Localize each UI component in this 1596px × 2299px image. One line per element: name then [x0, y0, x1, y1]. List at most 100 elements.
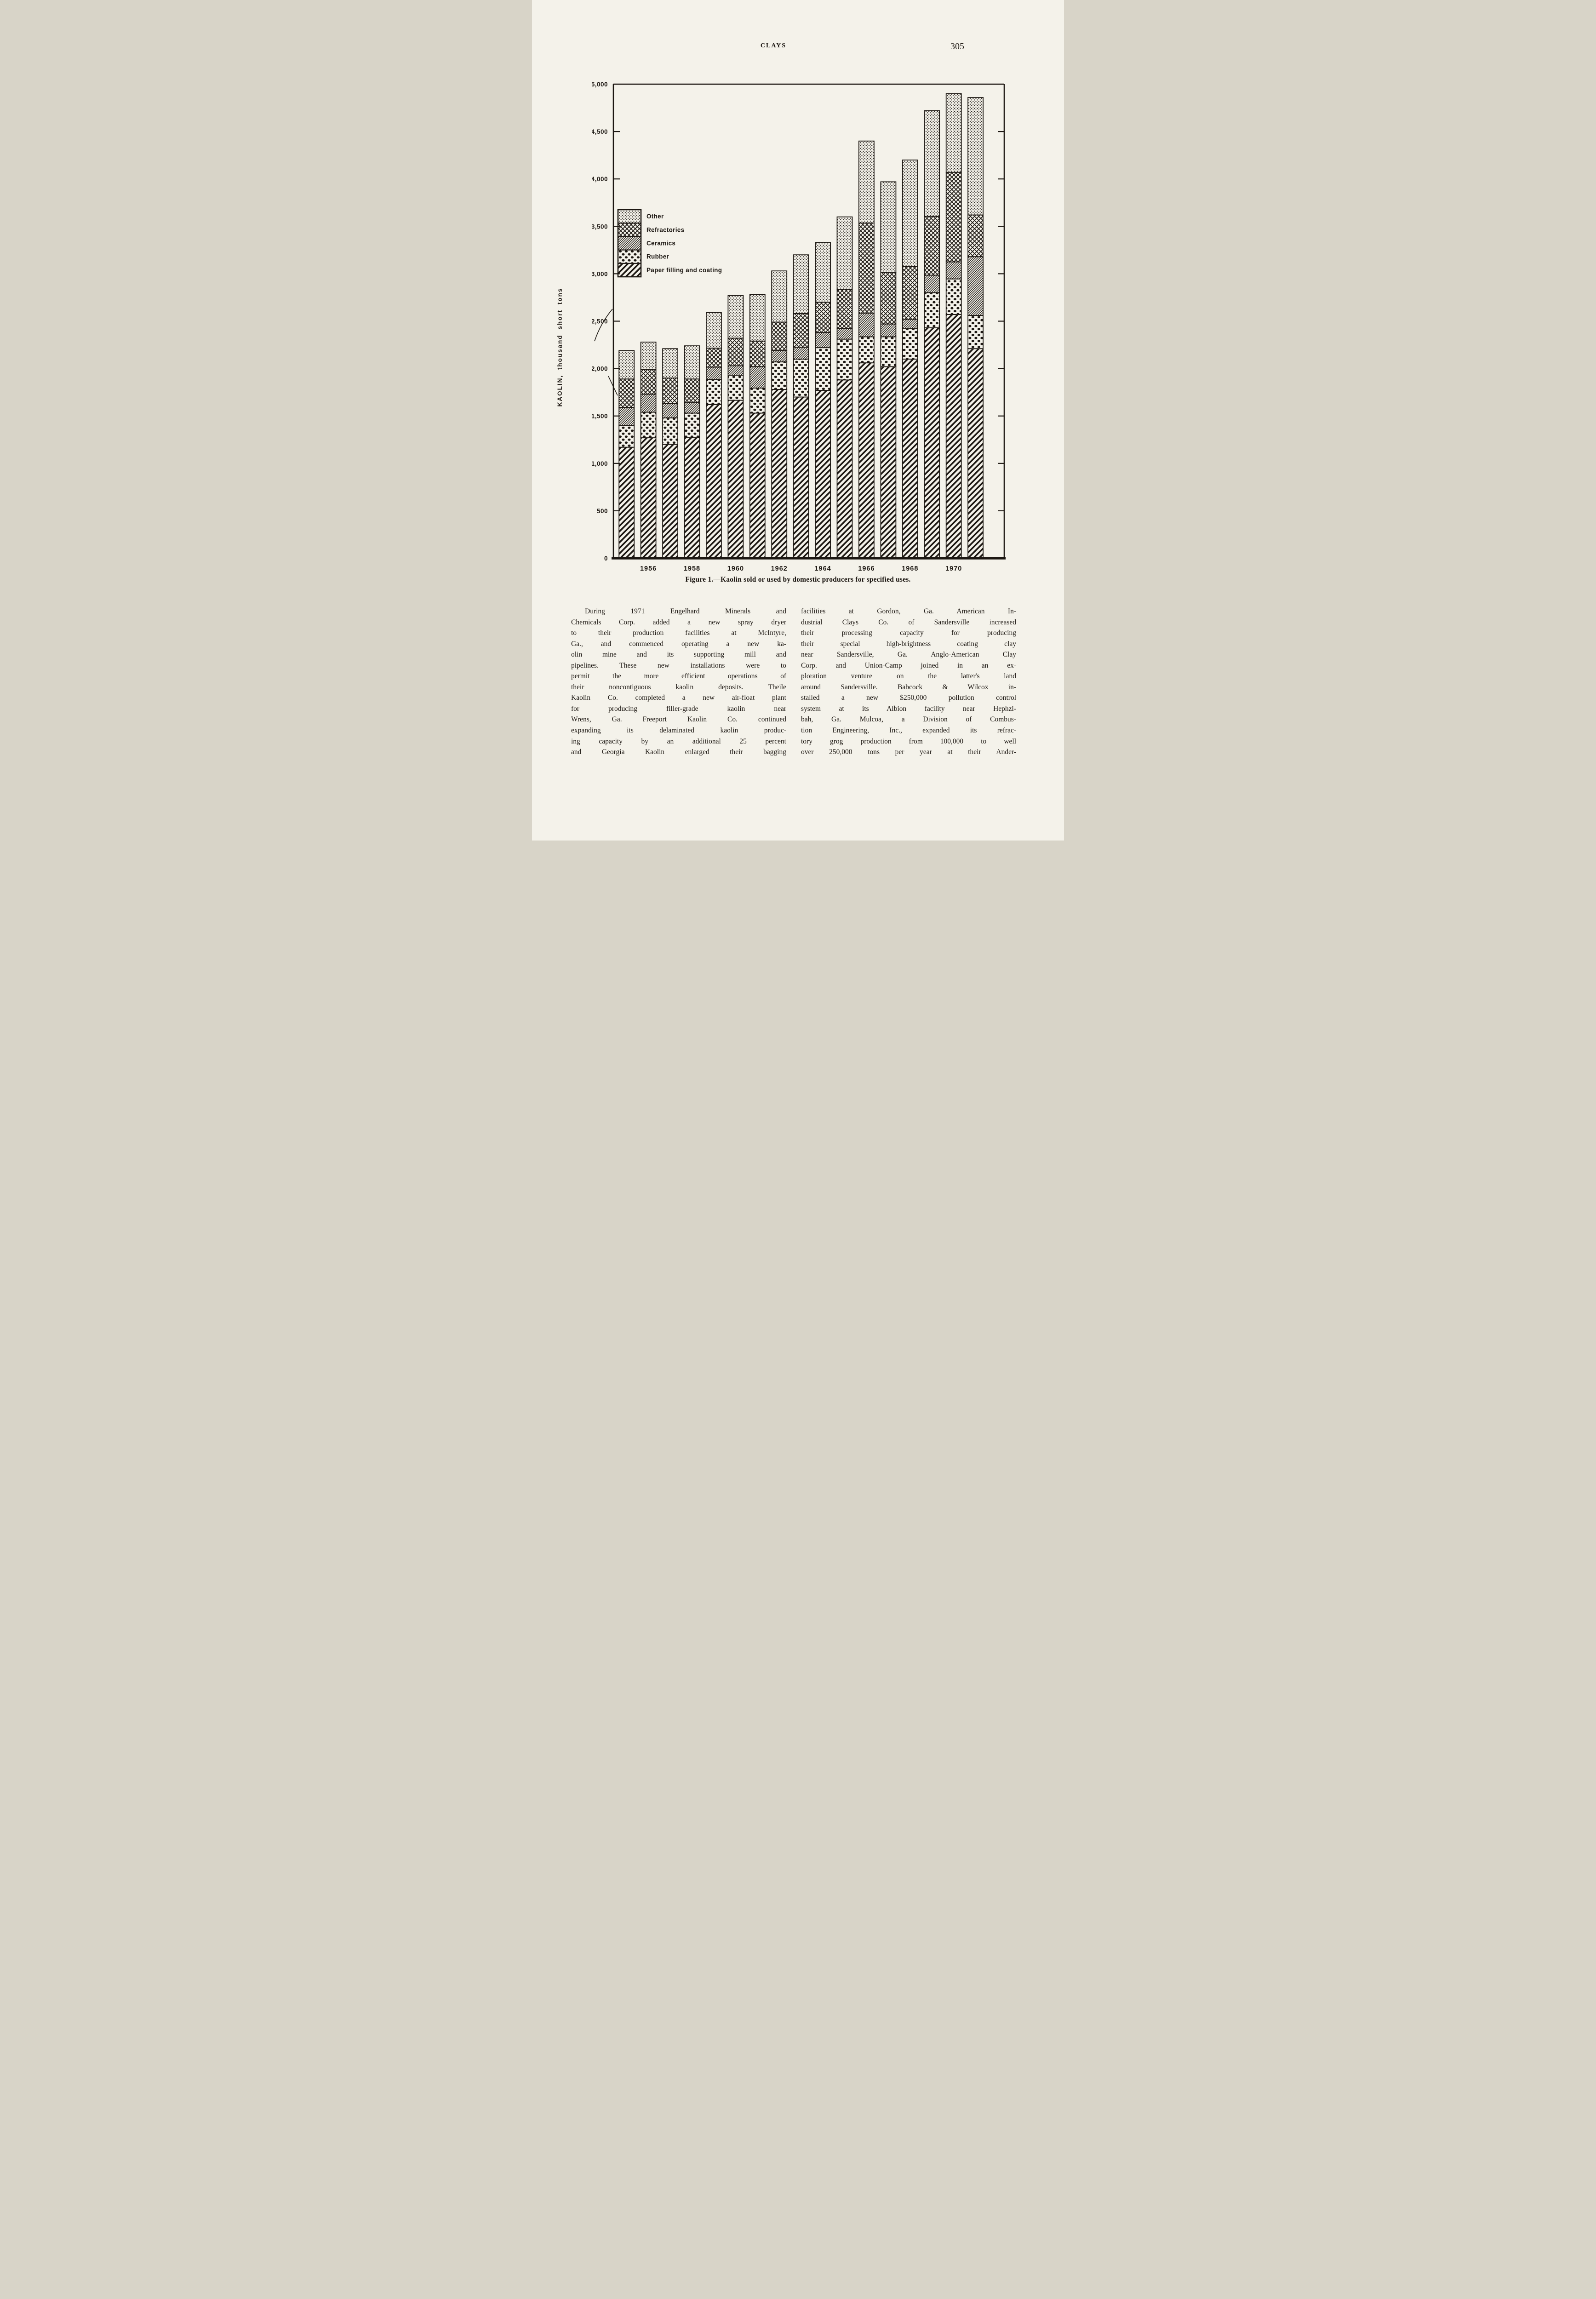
bar-segment: [924, 327, 940, 559]
bar-segment: [684, 412, 700, 438]
legend-swatch: [618, 249, 641, 264]
bar-1967: [880, 181, 897, 559]
x-tick-label: 1966: [858, 565, 875, 572]
bar-segment: [749, 412, 766, 559]
bar-1957: [662, 348, 679, 559]
text-line: Ga., and commenced operating a new ka-: [571, 640, 786, 648]
bar-segment: [902, 160, 918, 267]
bar-segment: [902, 319, 918, 329]
bar-segment: [727, 400, 744, 559]
bar-segment: [880, 272, 897, 325]
bar-segment: [749, 366, 766, 389]
bar-segment: [662, 444, 679, 559]
text-line: system at its Albion facility near Hephz…: [801, 704, 1016, 713]
scan-artifact-mark: [594, 309, 613, 342]
bar-segment: [705, 348, 722, 368]
bar-1961: [749, 294, 766, 559]
bar-segment: [618, 350, 635, 380]
bar-segment: [945, 314, 962, 559]
text-line: olin mine and its supporting mill and: [571, 651, 786, 659]
y-tick-label: 4,000: [592, 176, 608, 183]
bar-1959: [705, 312, 722, 559]
bar-1963: [793, 254, 809, 559]
bar-segment: [727, 295, 744, 339]
bar-1958: [684, 345, 700, 559]
kaolin-stacked-bar-chart: 5,000 4,500 4,000 3,500 3,000 2,500 2,000 1,500…: [592, 81, 1006, 572]
bar-segment: [727, 375, 744, 401]
bar-segment: [836, 379, 853, 559]
bar-1966: [858, 140, 875, 559]
text-line: their noncontiguous kaolin deposits. The…: [571, 683, 786, 691]
x-tick-label: 1958: [684, 565, 700, 572]
text-line: for producing filler-grade kaolin near: [571, 704, 786, 713]
bar-segment: [662, 377, 679, 404]
y-tick-label: 2,500: [592, 318, 608, 325]
text-line: bah, Ga. Mulcoa, a Division of Combus-: [801, 715, 1016, 724]
bar-segment: [684, 345, 700, 380]
text-line: ploration venture on the latter's land: [801, 672, 1016, 681]
text-line: and Georgia Kaolin enlarged their baggin…: [571, 748, 786, 756]
text-line: to their production facilities at McInty…: [571, 629, 786, 637]
text-line: around Sandersville. Babcock & Wilcox in…: [801, 683, 1016, 691]
y-tick-label: 4,500: [592, 128, 608, 135]
bar-segment: [836, 216, 853, 290]
bar-1962: [771, 270, 788, 559]
bar-segment: [793, 359, 809, 398]
bar-segment: [967, 315, 984, 349]
bar-segment: [945, 172, 962, 263]
bar-segment: [618, 407, 635, 426]
bar-segment: [640, 394, 657, 413]
bar-segment: [967, 97, 984, 216]
bar-segment: [967, 256, 984, 316]
x-tick-label: 1962: [771, 565, 788, 572]
bar-segment: [684, 437, 700, 559]
bar-segment: [924, 110, 940, 217]
legend-label: Paper filling and coating: [646, 267, 722, 274]
bar-1969: [924, 110, 940, 559]
bar-segment: [662, 403, 679, 418]
text-line: their processing capacity for producing: [801, 629, 1016, 637]
bar-segment: [749, 294, 766, 342]
text-line: During 1971 Engelhard Minerals and: [585, 607, 786, 615]
bar-segment: [967, 214, 984, 257]
bar-segment: [662, 417, 679, 445]
bar-segment: [749, 340, 766, 367]
y-tick-label: 2,000: [592, 366, 608, 372]
bar-segment: [815, 390, 831, 559]
bar-segment: [793, 313, 809, 348]
y-tick-label: 1,000: [592, 460, 608, 467]
bar-segment: [880, 323, 897, 337]
legend-label: Other: [646, 213, 664, 220]
bar-segment: [902, 266, 918, 320]
x-tick-label: 1964: [814, 565, 831, 572]
bar-segment: [618, 425, 635, 448]
bar-segment: [793, 396, 809, 559]
bar-segment: [640, 437, 657, 559]
scanned-page: CLAYS 305 5,000 4,500 4,000 3,500 3,000 2,500…: [532, 0, 1064, 841]
legend-swatch: [618, 263, 641, 277]
bar-segment: [727, 365, 744, 376]
bar-segment: [858, 313, 875, 337]
bar-segment: [640, 342, 657, 370]
bar-segment: [880, 181, 897, 273]
bar-1968: [902, 160, 918, 559]
page-header-title: CLAYS: [760, 42, 787, 49]
bar-segment: [836, 328, 853, 340]
body-text-column-left: During 1971 Engelhard Minerals and Chemic…: [571, 606, 786, 758]
bar-segment: [815, 242, 831, 303]
bar-segment: [793, 347, 809, 360]
bar-segment: [836, 289, 853, 329]
text-line: dustrial Clays Co. of Sandersville incre…: [801, 618, 1016, 626]
x-tick-label: 1956: [640, 565, 657, 572]
bar-segment: [945, 278, 962, 315]
y-tick-label: 500: [597, 508, 608, 515]
bar-1970: [945, 93, 962, 559]
bar-segment: [836, 338, 853, 381]
text-line: expanding its delaminated kaolin produc-: [571, 726, 786, 735]
y-tick-label: 0: [604, 555, 608, 562]
bar-segment: [771, 321, 788, 351]
bar-segment: [684, 402, 700, 414]
bar-segment: [967, 348, 984, 559]
bar-segment: [945, 93, 962, 173]
text-line: pipelines. These new installations were …: [571, 661, 786, 669]
